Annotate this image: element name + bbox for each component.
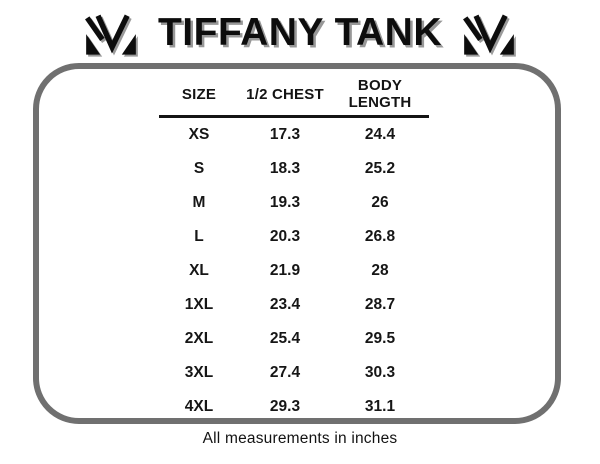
cell-size: M — [192, 194, 206, 211]
title-bar: TIFFANY TANK — [0, 4, 600, 62]
table-row: L 20.3 26.8 — [159, 220, 429, 254]
size-chart-frame: SIZE 1/2 CHEST BODY LENGTH XS 17.3 24.4 … — [33, 63, 561, 424]
header-body-length-label: BODY LENGTH — [348, 77, 412, 111]
size-table: SIZE 1/2 CHEST BODY LENGTH XS 17.3 24.4 … — [159, 75, 429, 424]
table-row: M 19.3 26 — [159, 186, 429, 220]
cell-size: L — [194, 228, 204, 245]
brand-m-logo-icon — [463, 14, 514, 55]
table-header-row: SIZE 1/2 CHEST BODY LENGTH — [159, 75, 429, 115]
cell-half-chest: 19.3 — [269, 194, 301, 211]
header-size: SIZE — [181, 85, 217, 103]
cell-half-chest: 17.3 — [269, 126, 301, 143]
cell-body-length: 26.8 — [364, 228, 396, 245]
cell-body-length: 28 — [371, 262, 389, 279]
cell-half-chest: 29.3 — [269, 398, 301, 415]
cell-body-length: 28.7 — [364, 296, 396, 313]
cell-body-length: 29.5 — [364, 330, 396, 347]
cell-body-length: 24.4 — [364, 126, 396, 143]
cell-size: XL — [189, 262, 209, 279]
measurements-note: All measurements in inches — [202, 430, 398, 447]
cell-size: 3XL — [184, 364, 214, 381]
table-row: XS 17.3 24.4 — [159, 118, 429, 152]
cell-size: S — [193, 160, 205, 177]
cell-half-chest: 20.3 — [269, 228, 301, 245]
cell-half-chest: 23.4 — [269, 296, 301, 313]
table-row: S 18.3 25.2 — [159, 152, 429, 186]
cell-size: 2XL — [184, 330, 214, 347]
header-divider — [159, 115, 429, 118]
brand-m-logo-icon — [84, 14, 136, 55]
cell-body-length: 31.1 — [364, 398, 396, 415]
cell-body-length: 25.2 — [364, 160, 396, 177]
page-title: TIFFANY TANK — [157, 11, 443, 54]
table-row: 1XL 23.4 28.7 — [159, 288, 429, 322]
cell-half-chest: 18.3 — [269, 160, 301, 177]
cell-half-chest: 21.9 — [269, 262, 301, 279]
cell-size: 4XL — [184, 398, 214, 415]
cell-size: 1XL — [184, 296, 214, 313]
header-half-chest: 1/2 CHEST — [246, 85, 324, 103]
table-row: 3XL 27.4 30.3 — [159, 356, 429, 390]
cell-body-length: 26 — [371, 194, 389, 211]
cell-body-length: 30.3 — [364, 364, 396, 381]
cell-half-chest: 27.4 — [269, 364, 301, 381]
table-row: 2XL 25.4 29.5 — [159, 322, 429, 356]
cell-size: XS — [188, 126, 210, 143]
cell-half-chest: 25.4 — [269, 330, 301, 347]
table-row: 4XL 29.3 31.1 — [159, 390, 429, 424]
header-body-length: BODY LENGTH — [331, 77, 429, 112]
table-row: XL 21.9 28 — [159, 254, 429, 288]
